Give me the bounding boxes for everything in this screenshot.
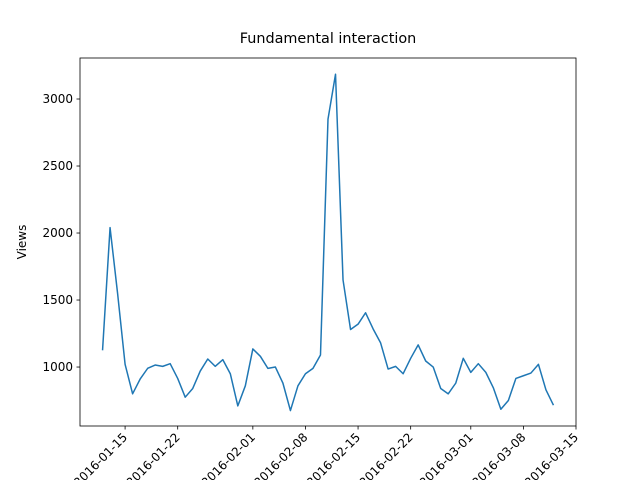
y-tick-label: 3000 xyxy=(42,92,73,106)
y-tick-label: 2500 xyxy=(42,159,73,173)
y-tick-label: 1000 xyxy=(42,360,73,374)
plot-frame xyxy=(79,57,577,427)
chart-title: Fundamental interaction xyxy=(240,31,417,47)
line xyxy=(101,73,555,412)
y-tick-label: 2000 xyxy=(42,226,73,240)
y-tick-label: 1500 xyxy=(42,293,73,307)
y-axis-label: Views xyxy=(15,225,29,260)
